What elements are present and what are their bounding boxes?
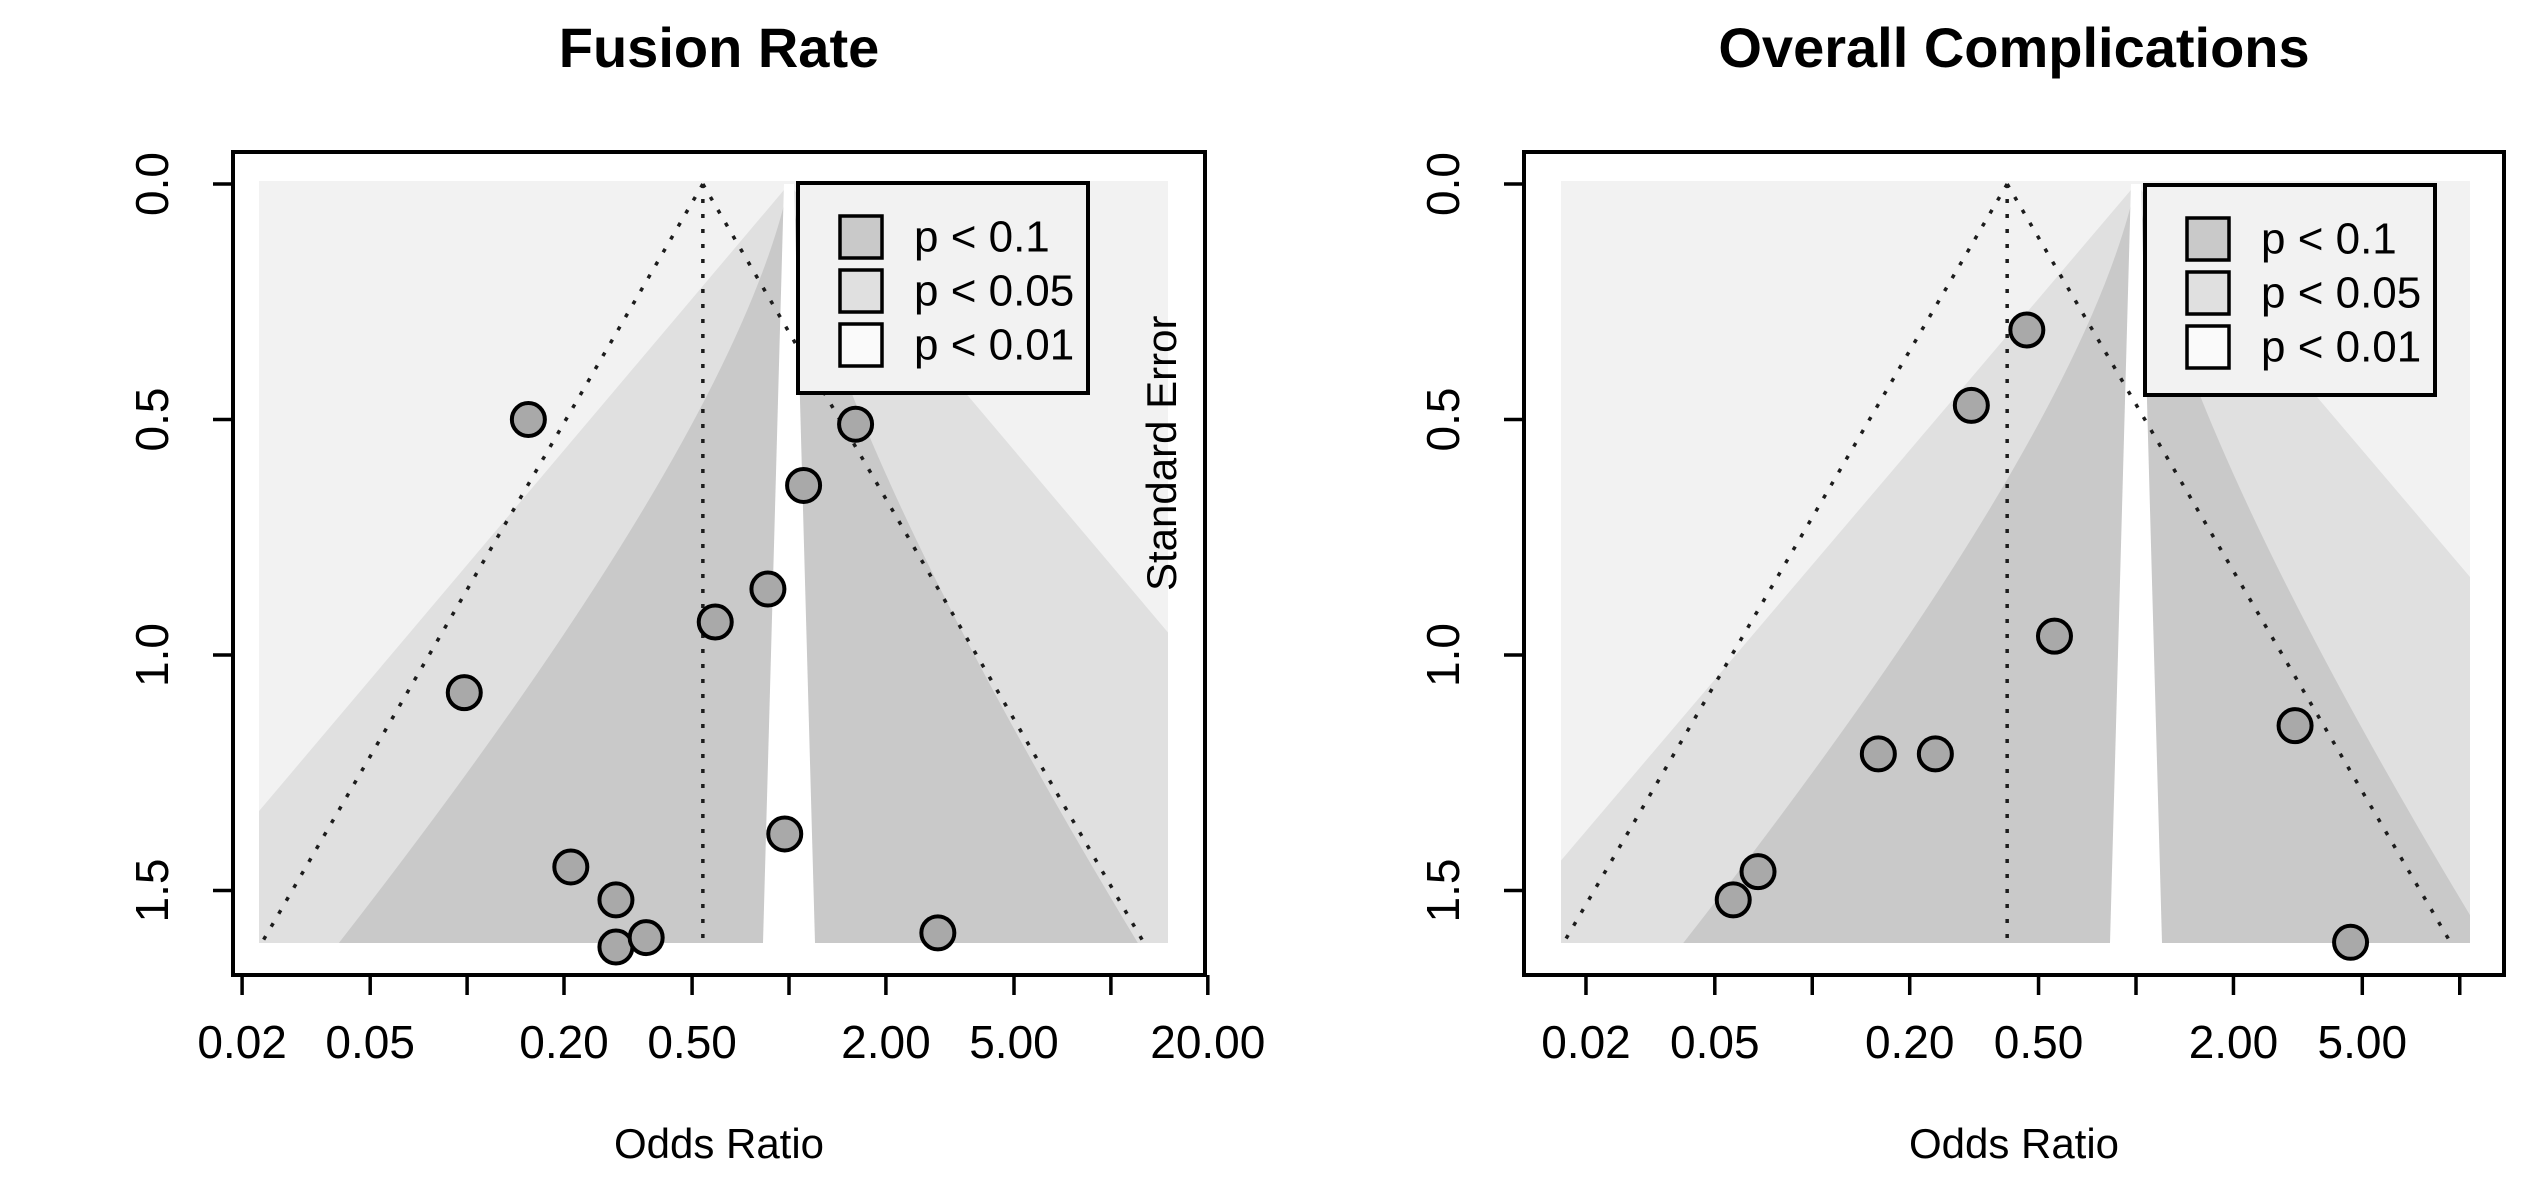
y-tick-label: 0.5 (1417, 388, 1469, 452)
y-tick-label: 0.0 (1417, 152, 1469, 216)
legend-label-0: p < 0.1 (914, 213, 1050, 262)
legend-swatch-1 (2185, 270, 2231, 316)
study-point (2332, 923, 2370, 961)
legend-label-2: p < 0.01 (2261, 323, 2421, 372)
legend-swatch-2 (2185, 324, 2231, 370)
study-point (627, 919, 665, 957)
funnel-ci-line-right (701, 183, 1146, 944)
x-tick-label: 5.00 (969, 1016, 1059, 1068)
study-point (597, 881, 635, 919)
y-tick-label: 1.5 (1417, 859, 1469, 923)
legend-label-1: p < 0.05 (914, 267, 1074, 316)
x-tick-label: 20.00 (1150, 1016, 1265, 1068)
plot-box (231, 150, 1207, 977)
study-point (509, 401, 547, 438)
study-point (2276, 707, 2314, 745)
y-tick-label: 0.0 (126, 152, 178, 216)
study-point (1714, 881, 1752, 919)
x-tick-label: 0.50 (647, 1016, 737, 1068)
legend-swatch-0 (2185, 216, 2231, 262)
study-point (919, 914, 957, 952)
x-tick-label: 0.20 (519, 1016, 609, 1068)
y-tick-label: 0.5 (126, 388, 178, 452)
study-point (2035, 617, 2073, 655)
plot-box (1522, 150, 2506, 977)
y-axis-label-left: Standard Error (0, 539, 81, 591)
legend-swatch-1 (838, 268, 884, 314)
x-axis-label-left: Odds Ratio (613, 1120, 825, 1167)
x-tick-label: 5.00 (2318, 1016, 2408, 1068)
x-axis-label-right: Odds Ratio (1908, 1120, 2120, 1167)
study-point (597, 928, 635, 966)
reference-channel-or1 (2110, 184, 2162, 943)
study-point (696, 603, 734, 641)
x-tick-label: 0.02 (1541, 1016, 1631, 1068)
y-axis-label-right: Standard Error (952, 316, 1372, 591)
study-point (445, 674, 483, 712)
funnel-ci-line-left (260, 183, 705, 944)
reference-channel-or1 (763, 184, 815, 943)
contour-region-p10 (338, 184, 1138, 943)
legend-swatch-0 (838, 214, 884, 260)
legend-label-0: p < 0.1 (2261, 215, 2397, 264)
study-point (785, 466, 823, 504)
x-tick-label: 0.02 (197, 1016, 287, 1068)
legend-swatch-2 (838, 322, 884, 368)
y-tick-label: 1.0 (126, 623, 178, 687)
plot-title-overall-complications: Overall Complications (1718, 16, 2310, 79)
plot-title-fusion-rate: Fusion Rate (558, 16, 880, 79)
x-tick-label: 0.05 (1670, 1016, 1760, 1068)
x-tick-label: 0.50 (1994, 1016, 2084, 1068)
study-point (552, 848, 590, 886)
study-point (766, 815, 804, 853)
y-tick-label: 1.0 (1417, 623, 1469, 687)
legend-label-1: p < 0.05 (2261, 269, 2421, 318)
study-point (1739, 853, 1777, 891)
y-tick-label: 1.5 (126, 859, 178, 923)
x-tick-label: 0.05 (325, 1016, 415, 1068)
x-tick-label: 0.20 (1865, 1016, 1955, 1068)
legend-label-2: p < 0.01 (914, 321, 1074, 370)
x-tick-label: 2.00 (841, 1016, 931, 1068)
study-point (837, 405, 875, 443)
study-point (1916, 735, 1954, 773)
study-point (1952, 386, 1990, 424)
study-point (1859, 735, 1897, 773)
x-tick-label: 2.00 (2189, 1016, 2279, 1068)
study-point (2008, 311, 2046, 349)
study-point (749, 570, 787, 608)
